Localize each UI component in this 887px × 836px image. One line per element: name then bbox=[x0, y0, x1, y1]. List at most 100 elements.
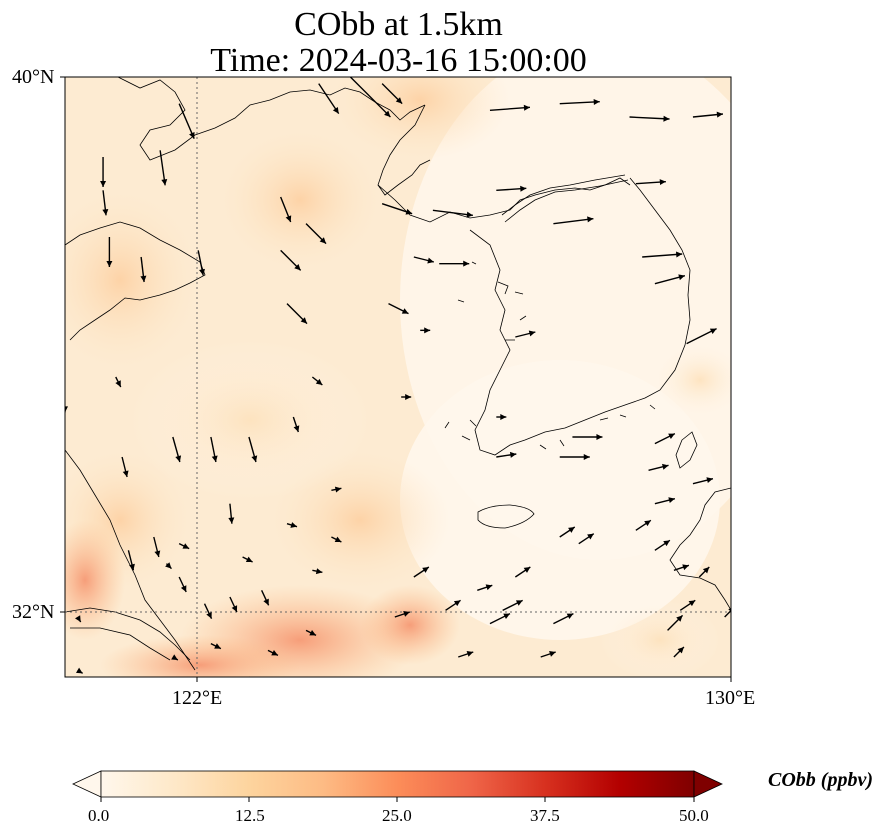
map-frame bbox=[64, 76, 732, 678]
wind-vector-arrow bbox=[673, 646, 685, 658]
wind-vector-arrow bbox=[260, 590, 270, 606]
wind-vector-arrow bbox=[312, 568, 323, 575]
wind-vector-arrow bbox=[159, 150, 168, 186]
kyushu-coast bbox=[669, 487, 731, 611]
wind-vector-arrow bbox=[381, 203, 413, 215]
wind-vector-arrow bbox=[172, 436, 182, 463]
wind-vector-arrow bbox=[280, 249, 302, 271]
wind-vector-arrow bbox=[540, 651, 556, 658]
wind-vector-arrow bbox=[248, 436, 258, 463]
korea-west-coast bbox=[469, 177, 691, 456]
wind-vector-arrow bbox=[394, 611, 411, 618]
wind-vector-arrow bbox=[267, 649, 279, 656]
wind-vector-arrow bbox=[496, 414, 507, 420]
wind-vector-arrow bbox=[496, 185, 527, 192]
yangtze-mouth bbox=[65, 607, 191, 661]
lon-tick-label-122e: 122°E bbox=[172, 687, 223, 709]
wind-vector-arrow bbox=[311, 376, 323, 386]
wind-vector-arrow bbox=[178, 543, 190, 550]
colorbar-tick-label: 50.0 bbox=[679, 806, 709, 825]
wind-vector-arrow bbox=[165, 562, 172, 570]
wind-vector-arrow bbox=[331, 486, 342, 493]
islands bbox=[444, 261, 656, 450]
colorbar-tick-label: 12.5 bbox=[235, 806, 265, 825]
wind-vector-arrow bbox=[458, 651, 474, 658]
wind-vector-arrow bbox=[178, 103, 195, 139]
wind-vector-arrow bbox=[572, 434, 603, 440]
wind-vector-arrow bbox=[559, 98, 600, 105]
wind-vector-arrow bbox=[654, 433, 676, 445]
wind-vector-arrow bbox=[203, 603, 213, 619]
cobb-concentration-field bbox=[65, 77, 731, 677]
wind-vector-arrow bbox=[654, 539, 671, 551]
colorbar-tick-label: 37.5 bbox=[530, 806, 560, 825]
chart-subtitle-time: Time: 2024-03-16 15:00:00 bbox=[210, 42, 587, 79]
wind-vector-arrow bbox=[654, 497, 676, 505]
wind-vector-arrow bbox=[229, 596, 238, 613]
wind-vector-arrow bbox=[178, 576, 187, 593]
wind-vector-arrow bbox=[318, 83, 340, 115]
wind-vector-arrow bbox=[514, 566, 531, 578]
jeju-island bbox=[477, 504, 535, 529]
wind-vector-arrow bbox=[292, 416, 300, 433]
wind-vector-arrow bbox=[75, 615, 82, 623]
wind-vector-arrow bbox=[153, 536, 161, 558]
colorbar-extend-min bbox=[72, 770, 102, 798]
colorbar bbox=[72, 770, 723, 802]
wind-vector-arrow bbox=[445, 599, 461, 611]
axis-ticks bbox=[60, 76, 732, 682]
wind-vector-arrow bbox=[210, 436, 218, 463]
jiangsu-coast bbox=[65, 449, 196, 671]
wind-vector-arrow bbox=[413, 566, 430, 578]
wind-vector-arrow bbox=[127, 550, 135, 571]
wind-vector-arrow bbox=[635, 179, 666, 186]
chart-title: CObb at 1.5km bbox=[294, 6, 503, 43]
wind-vector-arrow bbox=[228, 503, 235, 524]
wind-vector-arrow bbox=[106, 237, 113, 267]
wind-vector-arrow bbox=[102, 190, 109, 216]
wind-vector-arrow bbox=[420, 327, 431, 334]
wind-vector-arrow bbox=[578, 533, 595, 545]
wind-vector-arrow bbox=[724, 608, 731, 618]
wind-vector-arrow bbox=[432, 209, 473, 218]
wind-vector-arrow bbox=[559, 526, 576, 538]
wind-vector-arrow bbox=[489, 104, 531, 112]
wind-vector-arrow bbox=[381, 83, 403, 105]
gridlines bbox=[65, 77, 731, 677]
wind-vector-arrow bbox=[489, 613, 511, 625]
wind-vector-arrow bbox=[388, 303, 409, 315]
wind-vector-arrow bbox=[286, 303, 308, 325]
wind-vector-arrow bbox=[75, 667, 84, 674]
tsushima-island bbox=[675, 431, 698, 469]
wind-vector-arrow bbox=[642, 251, 683, 258]
wind-vector-arrow bbox=[280, 196, 292, 223]
wind-vector-arrow bbox=[286, 522, 298, 528]
wind-vector-arrow bbox=[553, 613, 574, 625]
colorbar-extend-max bbox=[693, 770, 723, 798]
wind-vector-arrow bbox=[686, 328, 717, 345]
lat-tick-label-32n: 32°N bbox=[12, 601, 55, 623]
korea-dmz-river bbox=[501, 174, 629, 223]
wind-vector-layer bbox=[65, 77, 731, 677]
wind-vector-arrow bbox=[673, 564, 690, 571]
wind-vector-arrow bbox=[692, 477, 714, 485]
lat-tick-label-40n: 40°N bbox=[12, 66, 55, 88]
wind-vector-arrow bbox=[559, 454, 590, 460]
wind-vector-arrow bbox=[679, 599, 696, 611]
wind-vector-arrow bbox=[171, 654, 179, 661]
wind-vector-arrow bbox=[667, 614, 684, 631]
wind-vector-arrow bbox=[401, 394, 412, 400]
wind-vector-arrow bbox=[100, 157, 107, 187]
wind-vector-arrow bbox=[648, 463, 669, 472]
wind-vector-arrow bbox=[121, 456, 129, 478]
colorbar-label: CObb (ppbv) bbox=[768, 769, 873, 791]
wind-vector-arrow bbox=[210, 643, 222, 650]
wind-vector-arrow bbox=[65, 406, 68, 413]
colorbar-tick-label: 25.0 bbox=[382, 806, 412, 825]
colorbar-tick-label: 0.0 bbox=[88, 806, 110, 825]
wind-vector-arrow bbox=[140, 256, 147, 283]
wind-vector-arrow bbox=[698, 566, 710, 578]
wind-vector-arrow bbox=[115, 376, 122, 388]
wind-vector-arrow bbox=[692, 111, 724, 118]
